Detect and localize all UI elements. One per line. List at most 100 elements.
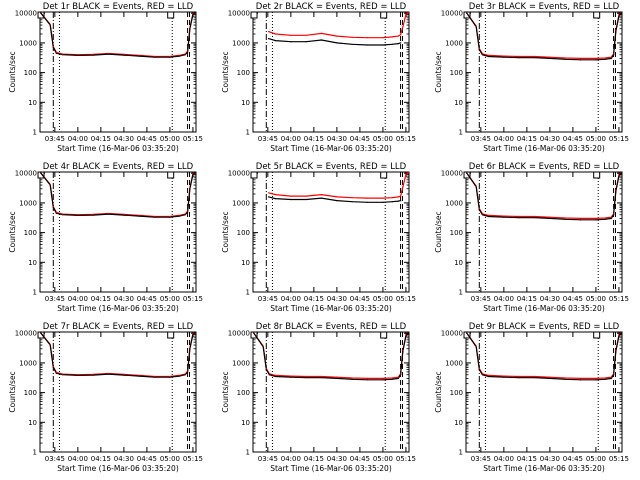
data-point-events [478,208,480,211]
data-point-events [189,188,191,190]
data-point-lld [402,186,404,188]
data-point-events [336,200,338,202]
y-tick-label: 1000 [232,39,250,47]
x-tick-label: 04:15 [517,135,537,143]
y-tick-label: 1 [246,289,250,297]
x-tick-label: 04:30 [114,295,134,303]
x-tick-label: 04:00 [494,295,514,303]
x-tick-label: 04:15 [517,295,537,303]
data-point-lld [169,215,171,218]
data-point-lld [533,55,536,58]
data-point-lld [336,196,338,198]
y-tick-label: 1000 [232,359,250,367]
plot-frame [465,331,623,453]
data-point-events [533,217,536,219]
y-tick-label: 1 [459,129,463,137]
data-point-lld [610,216,612,218]
data-point-lld [107,52,110,55]
x-tick-label: 04:45 [350,455,370,463]
x-tick-label: 04:30 [114,135,134,143]
x-tick-label: 04:00 [281,455,301,463]
data-point-events [580,219,582,221]
detector-panel-9r: Det 9r BLACK = Events, RED = LLD 1 10 100 10… [434,322,629,473]
y-tick-label: 1 [33,289,37,297]
top-square-marker [167,11,175,19]
data-point-lld [391,36,393,38]
data-point-lld [564,57,566,59]
data-point-lld [613,373,615,375]
data-point-events [518,57,520,59]
data-point-events [320,377,323,379]
y-tick-label: 10000 [228,170,250,178]
data-point-lld [195,12,196,13]
data-point-lld [77,374,79,376]
x-tick-label: 04:00 [494,135,514,143]
series-line-events [268,38,401,46]
top-square-marker [250,331,258,339]
plot-frame [465,11,623,133]
data-point-lld [466,332,467,333]
data-point-events [400,200,402,202]
data-point-lld [518,55,520,58]
y-tick-label: 10 [28,99,37,107]
detector-panel-1r: Det 1r BLACK = Events, RED = LLD 1 10 100 10… [8,2,203,153]
data-point-events [595,379,597,381]
x-tick-label: 04:15 [304,135,324,143]
x-tick-label: 03:45 [258,455,278,463]
data-point-events [533,57,536,59]
data-point-lld [61,53,64,55]
data-point-events [595,219,597,221]
data-point-lld [55,211,58,213]
data-point-lld [262,345,264,347]
data-point-events [615,350,617,352]
data-point-events [402,350,404,352]
data-point-lld [138,54,140,57]
y-tick-label: 1000 [19,199,37,207]
x-tick-label: 04:30 [327,135,347,143]
x-tick-label: 03:45 [471,135,491,143]
data-point-events [189,348,191,350]
data-point-lld [154,55,156,58]
data-point-lld [604,217,606,219]
data-point-events [580,59,582,61]
x-tick-label: 04:00 [281,295,301,303]
data-point-lld [367,377,369,379]
x-tick-label: 05:15 [396,295,416,303]
data-point-events [268,38,270,40]
data-point-events [610,57,612,60]
y-tick-label: 1000 [19,39,37,47]
data-point-events [274,198,277,200]
top-square-marker [380,11,388,19]
top-square-marker [593,11,601,19]
data-point-lld [481,213,483,215]
data-point-lld [478,47,480,50]
data-point-lld [580,217,582,219]
data-point-events [397,43,399,45]
data-point-lld [351,377,353,379]
x-tick-label: 04:15 [91,295,111,303]
top-square-marker [37,331,45,339]
data-point-lld [184,213,186,215]
data-point-lld [564,217,566,219]
data-point-lld [154,215,156,218]
data-point-events [487,55,490,58]
data-point-events [320,39,323,41]
x-tick-label: 03:45 [471,295,491,303]
data-point-lld [290,195,292,197]
data-point-lld [481,53,483,55]
data-point-lld [391,197,393,199]
data-point-events [481,54,483,56]
top-square-marker [463,11,471,19]
data-point-events [615,190,617,192]
data-point-events [595,59,597,61]
data-point-lld [336,35,338,37]
data-point-lld [615,29,617,31]
data-point-lld [595,217,597,219]
y-tick-label: 100 [450,229,463,237]
data-point-events [549,57,551,60]
data-point-lld [123,53,125,56]
data-point-events [604,218,606,220]
data-point-lld [189,27,191,29]
y-tick-label: 10 [454,259,463,267]
data-point-lld [351,36,353,38]
